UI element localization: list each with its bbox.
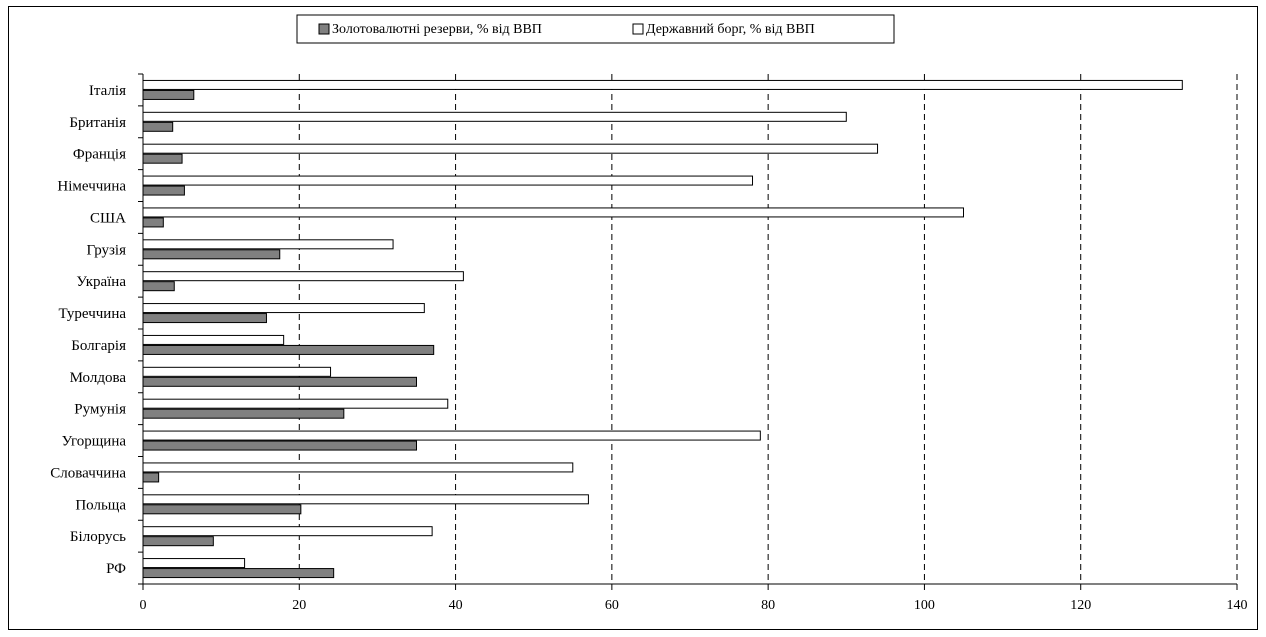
bar-debt <box>142 79 1183 90</box>
category-label: Франція <box>73 147 126 163</box>
x-tick-label: 20 <box>292 598 306 613</box>
bar-debt <box>142 558 246 569</box>
bar-debt <box>142 143 879 154</box>
bar-reserves <box>142 344 435 355</box>
category-label: Британія <box>69 115 126 131</box>
legend: Золотовалютні резерви, % від ВВП Державн… <box>296 14 895 44</box>
bar-reserves <box>142 472 160 483</box>
bar-debt <box>142 526 433 537</box>
bar-debt <box>142 334 285 345</box>
category-label: Болгарія <box>71 338 126 354</box>
category-label: Туреччина <box>59 306 127 322</box>
category-label: Україна <box>76 274 126 290</box>
bar-reserves <box>142 281 175 292</box>
bar-debt <box>142 271 464 282</box>
bar-reserves <box>142 89 195 100</box>
bar-reserves <box>142 504 302 515</box>
bar-reserves <box>142 121 174 132</box>
bar-debt <box>142 239 394 250</box>
bar-debt <box>142 303 425 314</box>
axes <box>138 73 1238 590</box>
x-tick-label: 40 <box>449 598 463 613</box>
bar-debt <box>142 366 332 377</box>
category-label: Італія <box>89 83 126 99</box>
bar-reserves <box>142 568 335 579</box>
bar-debt <box>142 398 449 409</box>
category-label: Грузія <box>86 242 126 258</box>
category-label: Словаччина <box>50 465 126 481</box>
x-tick-label: 80 <box>761 598 775 613</box>
bar-debt <box>142 175 754 186</box>
category-label: Німеччина <box>57 179 126 195</box>
category-label: Румунія <box>74 402 126 418</box>
bar-reserves <box>142 313 267 324</box>
legend-box <box>296 14 895 44</box>
x-tick-label: 60 <box>605 598 619 613</box>
bar-debt <box>142 494 589 505</box>
bar-reserves <box>142 217 164 228</box>
legend-swatch-debt <box>632 23 644 35</box>
category-label: США <box>90 210 126 226</box>
bar-reserves <box>142 185 185 196</box>
x-tick-labels: 0 20 40 60 80 100 120 140 <box>140 598 1248 613</box>
legend-swatch-reserves <box>318 23 330 35</box>
bar-reserves <box>142 376 417 387</box>
bar-reserves <box>142 440 417 451</box>
x-tick-label: 140 <box>1227 598 1248 613</box>
legend-label-reserves: Золотовалютні резерви, % від ВВП <box>332 22 542 37</box>
chart-frame: Золотовалютні резерви, % від ВВП Державн… <box>8 6 1258 630</box>
bar-debt <box>142 207 964 218</box>
category-label: РФ <box>106 561 126 577</box>
bars <box>142 79 1183 579</box>
x-tick-label: 120 <box>1070 598 1091 613</box>
bar-reserves <box>142 408 345 419</box>
legend-label-debt: Державний борг, % від ВВП <box>646 22 815 37</box>
bar-reserves <box>142 249 281 260</box>
bar-debt <box>142 430 761 441</box>
category-label: Білорусь <box>70 529 126 545</box>
category-label: Угорщина <box>62 434 127 450</box>
category-label: Молдова <box>70 370 127 386</box>
bar-chart: Золотовалютні резерви, % від ВВП Державн… <box>50 14 1248 613</box>
x-tick-label: 100 <box>914 598 935 613</box>
category-labels: Італія Британія Франція Німеччина США Грузія У… <box>50 83 126 577</box>
category-label: Польща <box>75 497 126 513</box>
bar-debt <box>142 462 574 473</box>
bar-debt <box>142 111 847 122</box>
bar-reserves <box>142 153 183 164</box>
x-tick-label: 0 <box>140 598 147 613</box>
bar-reserves <box>142 536 214 547</box>
